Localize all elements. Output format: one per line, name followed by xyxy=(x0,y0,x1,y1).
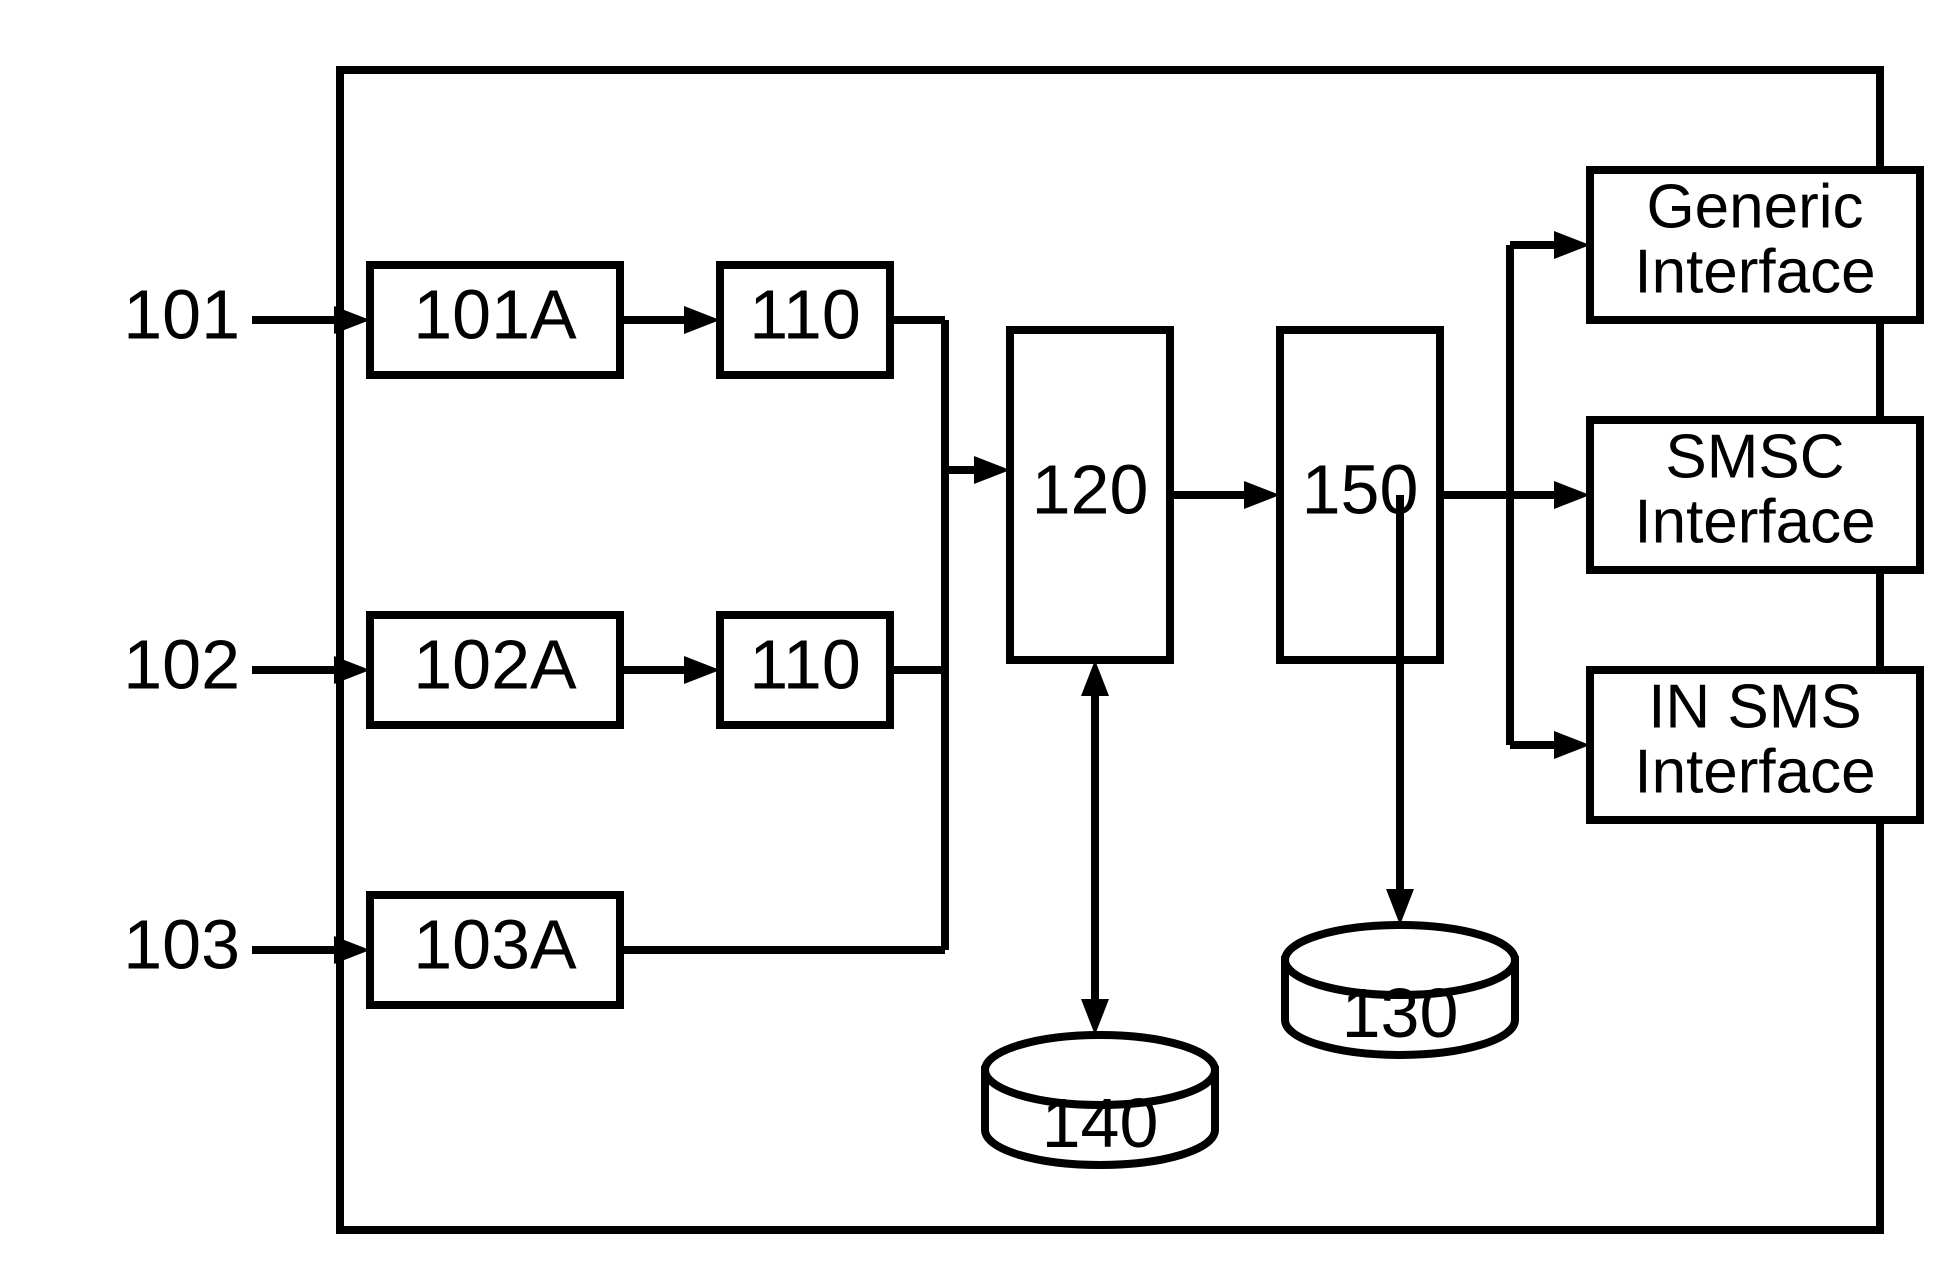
input-label-in102: 102 xyxy=(123,625,240,703)
cylinder-label-db140: 140 xyxy=(1042,1084,1159,1162)
input-label-in101: 101 xyxy=(123,275,240,353)
node-label-n103A: 103A xyxy=(413,905,577,983)
node-label-n102A: 102A xyxy=(413,625,577,703)
node-label-n110b: 110 xyxy=(749,625,861,703)
node-label-ifGeneric-line0: Generic xyxy=(1646,172,1863,241)
node-label-ifINSMS-line0: IN SMS xyxy=(1648,672,1862,741)
cylinder-label-db130: 130 xyxy=(1342,974,1459,1052)
diagram-svg: 101102103101A102A103A110110120150140130G… xyxy=(0,0,1953,1286)
node-label-ifSMSC-line0: SMSC xyxy=(1665,422,1844,491)
node-label-ifGeneric-line1: Interface xyxy=(1634,237,1875,306)
node-label-n110a: 110 xyxy=(749,275,861,353)
input-label-in103: 103 xyxy=(123,905,240,983)
diagram-root: 101102103101A102A103A110110120150140130G… xyxy=(0,0,1953,1286)
node-label-ifSMSC-line1: Interface xyxy=(1634,487,1875,556)
node-label-n101A: 101A xyxy=(413,275,577,353)
node-label-ifINSMS-line1: Interface xyxy=(1634,737,1875,806)
node-label-n120: 120 xyxy=(1032,450,1149,528)
